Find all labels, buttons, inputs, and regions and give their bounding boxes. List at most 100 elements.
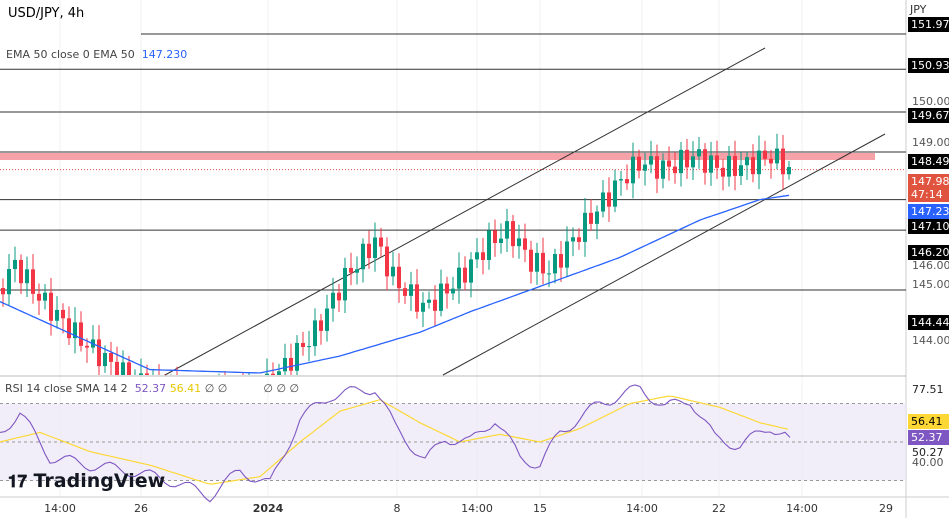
candle-body	[745, 157, 749, 166]
axis-tick: 145.000	[912, 278, 949, 291]
candle-body	[73, 322, 77, 339]
ema-legend: EMA 50 close 0 EMA 50 147.230	[6, 48, 187, 61]
candle-body	[541, 252, 545, 274]
last-price-tag: 147.98147:14	[908, 174, 949, 202]
candle-body	[775, 148, 779, 164]
candle-body	[505, 221, 509, 239]
candle-body	[385, 246, 389, 277]
countdown: 47:14	[911, 188, 943, 201]
candle-body	[121, 362, 125, 375]
candle-body	[703, 149, 707, 173]
candle-body	[637, 156, 641, 171]
candle-body	[439, 283, 443, 311]
candle-body	[733, 155, 737, 176]
candle-body	[289, 357, 293, 371]
candle-body	[25, 269, 29, 284]
candle-body	[715, 155, 719, 168]
channel-upper-line	[164, 47, 766, 376]
candle-body	[127, 362, 131, 375]
candle-body	[691, 156, 695, 168]
candle-body	[631, 156, 635, 184]
candle-body	[103, 352, 107, 367]
candle-body	[373, 237, 377, 259]
candle-body	[139, 373, 143, 375]
candle-body	[565, 241, 569, 268]
candle-body	[61, 309, 65, 319]
candle-body	[571, 237, 575, 242]
candle-body	[499, 238, 503, 243]
candle-body	[403, 288, 407, 296]
ema-tag: 147.230	[908, 204, 949, 219]
candle-body	[457, 267, 461, 289]
candle-body	[97, 339, 101, 367]
candle-body	[181, 396, 185, 401]
logo-icon: 𝟏𝟕	[8, 472, 27, 492]
candle-body	[763, 150, 767, 159]
candle-body	[475, 252, 479, 260]
rsi-sma-tag: 56.41	[908, 414, 949, 429]
candle-body	[535, 252, 539, 272]
candle-body	[313, 320, 317, 347]
candle-body	[427, 299, 431, 303]
candle-body	[523, 238, 527, 250]
last-price: 147.981	[911, 175, 949, 188]
candle-body	[355, 269, 359, 273]
candle-body	[559, 254, 563, 268]
level-tag: 146.204	[908, 245, 949, 260]
level-tag: 151.970	[908, 17, 949, 32]
candle-body	[595, 211, 599, 224]
candle-body	[301, 342, 305, 347]
rsi-legend-label: RSI 14 close SMA 14 2	[5, 382, 128, 395]
candle-body	[319, 320, 323, 331]
candle-body	[589, 212, 593, 224]
candle-body	[421, 302, 425, 312]
ema-line	[0, 194, 790, 374]
candle-body	[55, 309, 59, 321]
candle-body	[415, 284, 419, 312]
candle-body	[331, 292, 335, 309]
candle-body	[547, 273, 551, 275]
rsi-sma-value: 56.41	[169, 382, 202, 395]
candle-body	[79, 322, 83, 346]
candle-body	[445, 283, 449, 294]
candle-body	[145, 373, 149, 375]
candle-body	[601, 192, 605, 212]
candle-body	[295, 342, 299, 371]
axis-tick: 149.000	[912, 136, 949, 149]
candle-body	[769, 158, 773, 164]
candle-body	[727, 155, 731, 177]
candle-body	[67, 318, 71, 339]
candle-body	[493, 230, 497, 243]
x-tick: 22	[712, 502, 726, 515]
level-tag: 149.675	[908, 108, 949, 123]
candle-body	[643, 164, 647, 171]
rsi-line	[0, 384, 791, 503]
channel-lower-line	[442, 133, 886, 376]
candle-body	[265, 373, 269, 375]
candle-body	[277, 371, 281, 375]
currency-selector[interactable]: JPY	[910, 3, 927, 16]
candle-body	[397, 266, 401, 289]
candle-body	[721, 167, 725, 177]
rsi-tag: 52.37	[908, 430, 949, 445]
candle-body	[283, 357, 287, 372]
x-tick: 29	[879, 502, 893, 515]
candle-body	[43, 292, 47, 301]
candle-body	[31, 269, 35, 294]
candle-body	[1, 288, 5, 295]
candle-body	[655, 156, 659, 179]
rsi-axis-low: 40.00	[912, 456, 944, 469]
level-tag: 147.100	[908, 219, 949, 234]
candle-body	[511, 221, 515, 247]
candle-body	[679, 149, 683, 174]
rsi-axis-top: 77.51	[912, 383, 944, 396]
x-tick: 8	[393, 502, 401, 515]
candle-body	[685, 149, 689, 168]
candle-body	[115, 361, 119, 375]
rsi-axis-mid: 50.27	[912, 446, 944, 459]
x-tick: 14:00	[626, 502, 658, 515]
candle-body	[337, 292, 341, 301]
candle-body	[409, 284, 413, 296]
candle-body	[619, 179, 623, 181]
